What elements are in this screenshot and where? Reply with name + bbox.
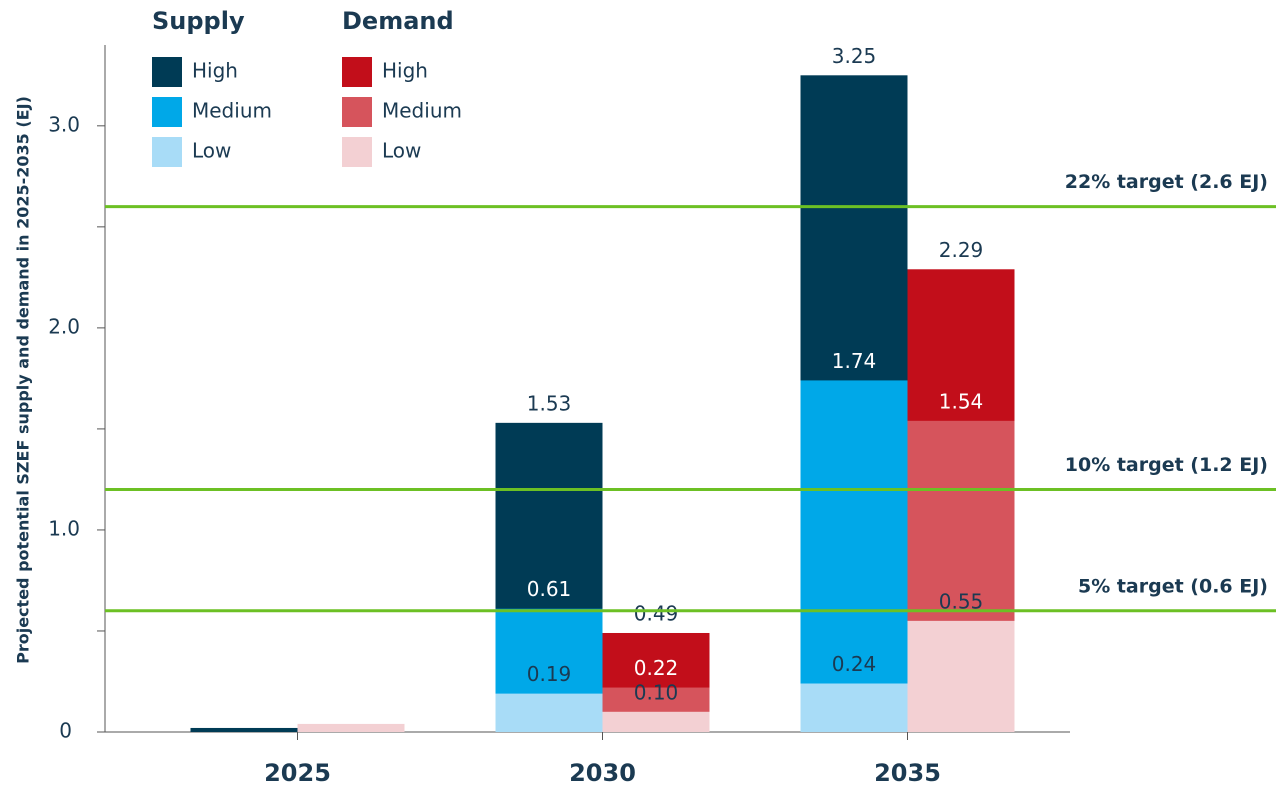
bar	[495, 693, 603, 732]
data-label: 0.24	[832, 652, 877, 676]
y-tick-label: 0	[59, 719, 72, 743]
legend-swatch	[152, 97, 182, 127]
legend-label: Low	[382, 139, 421, 163]
reference-label: 10% target (1.2 EJ)	[1065, 454, 1268, 476]
reference-label: 5% target (0.6 EJ)	[1078, 575, 1268, 597]
x-tick-label: 2025	[264, 759, 331, 785]
data-label: 0.19	[527, 662, 572, 686]
data-label: 1.53	[527, 391, 572, 415]
x-tick-label: 2030	[569, 759, 636, 785]
legend-label: Medium	[192, 99, 272, 123]
reference-label: 22% target (2.6 EJ)	[1065, 171, 1268, 193]
bar	[190, 727, 298, 732]
legend-label: Low	[192, 139, 231, 163]
data-label: 0.61	[527, 577, 572, 601]
x-tick-label: 2035	[874, 759, 941, 785]
y-tick-label: 1.0	[48, 516, 80, 540]
legend-swatch	[342, 137, 372, 167]
legend-swatch	[152, 137, 182, 167]
bar	[800, 683, 908, 732]
legend-title: Supply	[152, 7, 245, 35]
y-tick-label: 2.0	[48, 314, 80, 338]
y-tick-label: 3.0	[48, 112, 80, 136]
legend-label: Medium	[382, 99, 462, 123]
data-label: 0.10	[634, 680, 679, 704]
data-label: 1.54	[939, 389, 984, 413]
data-label: 3.25	[832, 44, 877, 68]
bar	[907, 620, 1015, 732]
legend-swatch	[342, 57, 372, 87]
legend-label: High	[382, 59, 428, 83]
data-label: 0.49	[634, 601, 679, 625]
data-label: 2.29	[939, 238, 984, 262]
bar	[800, 380, 908, 732]
legend-title: Demand	[342, 7, 454, 35]
legend-label: High	[192, 59, 238, 83]
bar	[602, 711, 710, 732]
bar	[297, 723, 405, 732]
data-label: 0.22	[634, 656, 679, 680]
legend-swatch	[342, 97, 372, 127]
y-axis-label: Projected potential SZEF supply and dema…	[14, 96, 33, 664]
legend-swatch	[152, 57, 182, 87]
data-label: 1.74	[832, 349, 877, 373]
